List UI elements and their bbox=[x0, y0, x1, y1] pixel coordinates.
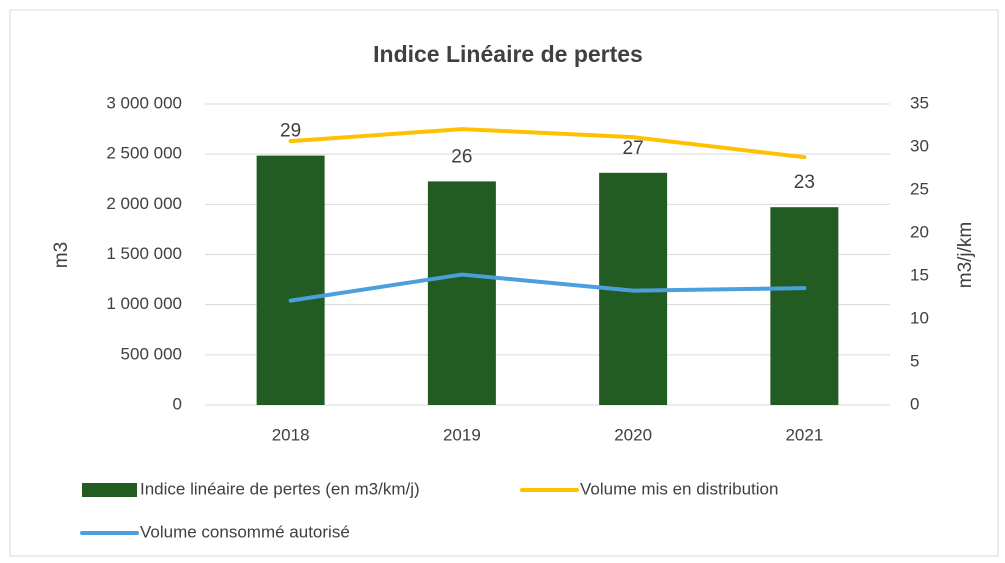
y2-tick-label: 35 bbox=[910, 93, 929, 112]
data-label: 29 bbox=[280, 121, 301, 142]
data-label: 27 bbox=[623, 138, 644, 159]
legend-label: Volume consommé autorisé bbox=[140, 522, 350, 541]
y-tick-label: 1 500 000 bbox=[106, 244, 182, 263]
y2-tick-label: 10 bbox=[910, 308, 929, 327]
chart-title: Indice Linéaire de pertes bbox=[373, 41, 643, 67]
y2-tick-label: 30 bbox=[910, 136, 929, 155]
bar bbox=[770, 207, 839, 405]
y2-tick-label: 15 bbox=[910, 265, 929, 284]
data-label: 23 bbox=[794, 172, 815, 193]
y-tick-label: 1 000 000 bbox=[106, 294, 182, 313]
y2-tick-label: 20 bbox=[910, 222, 929, 241]
legend-label: Volume mis en distribution bbox=[580, 479, 778, 498]
line bbox=[288, 272, 807, 303]
legend-label: Indice linéaire de pertes (en m3/km/j) bbox=[140, 479, 420, 498]
y-tick-label: 3 000 000 bbox=[106, 93, 182, 112]
y-tick-label: 500 000 bbox=[121, 344, 182, 363]
legend-swatch bbox=[82, 483, 137, 497]
chart-border bbox=[9, 9, 999, 557]
y-tick-label: 0 bbox=[173, 394, 182, 413]
y-tick-label: 2 500 000 bbox=[106, 144, 182, 163]
x-tick-label: 2021 bbox=[785, 425, 823, 444]
y2-tick-label: 0 bbox=[910, 394, 919, 413]
x-tick-label: 2020 bbox=[614, 425, 652, 444]
y2-tick-label: 25 bbox=[910, 179, 929, 198]
x-tick-label: 2018 bbox=[272, 425, 310, 444]
y2-tick-label: 5 bbox=[910, 351, 919, 370]
y2-axis-title: m3/j/km bbox=[955, 222, 976, 289]
bar bbox=[427, 181, 496, 405]
line bbox=[288, 127, 807, 160]
y-axis-title: m3 bbox=[51, 242, 72, 268]
bar bbox=[256, 155, 325, 405]
x-tick-label: 2019 bbox=[443, 425, 481, 444]
data-label: 26 bbox=[451, 146, 472, 167]
y-tick-label: 2 000 000 bbox=[106, 194, 182, 213]
